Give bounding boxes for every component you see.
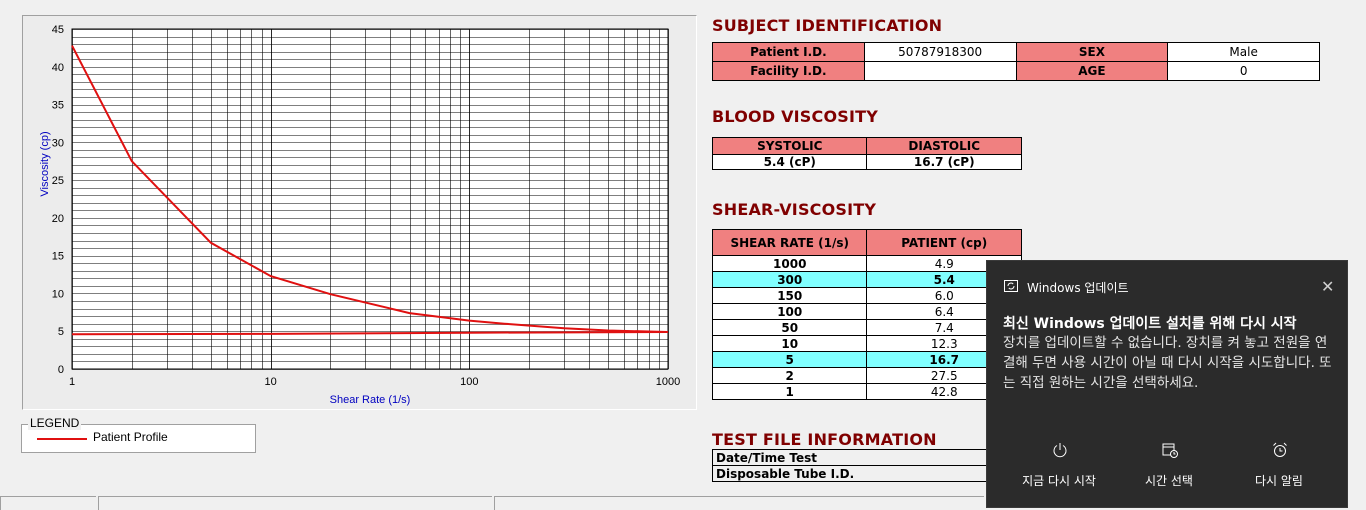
snooze-button[interactable]: 다시 알림 — [1223, 439, 1335, 497]
patient-cp-cell: 6.0 — [866, 287, 1022, 304]
patient-cp-cell: 12.3 — [866, 335, 1022, 352]
subject-table: Patient I.D. 50787918300 SEX Male Facili… — [712, 42, 1320, 81]
x-tick-label: 1 — [69, 376, 75, 388]
facility-id-value — [863, 61, 1017, 81]
alarm-clock-icon — [1273, 442, 1287, 457]
y-tick-label: 45 — [52, 24, 64, 36]
patient-id-value: 50787918300 — [863, 42, 1017, 62]
sex-label: SEX — [1015, 42, 1169, 62]
status-pane — [0, 496, 96, 510]
shear-rate-cell: 100 — [711, 303, 868, 320]
snooze-label: 다시 알림 — [1255, 474, 1303, 488]
shear-table: SHEAR RATE (1/s) PATIENT (cp) 1000 4.9 30… — [711, 229, 1022, 400]
patient-id-label: Patient I.D. — [712, 42, 865, 62]
y-tick-label: 5 — [58, 326, 64, 338]
blood-title: BLOOD VISCOSITY — [712, 107, 879, 126]
legend-label: Patient Profile — [93, 430, 168, 444]
legend-line-swatch — [37, 438, 87, 440]
power-icon — [1053, 443, 1067, 458]
y-tick-label: 25 — [52, 175, 64, 187]
sex-value: Male — [1167, 42, 1320, 62]
status-pane — [494, 496, 984, 510]
close-icon[interactable]: ✕ — [1321, 277, 1335, 296]
facility-id-label: Facility I.D. — [712, 61, 865, 81]
viscosity-chart: 0 5 10 15 20 25 30 35 40 45 1 10 100 1000 Shear Rate (… — [39, 24, 680, 406]
shear-rate-cell: 10 — [711, 335, 868, 352]
x-axis-label: Shear Rate (1/s) — [330, 394, 411, 406]
update-icon — [1004, 280, 1018, 292]
pick-time-label: 시간 선택 — [1145, 474, 1193, 488]
shear-rate-cell: 300 — [711, 271, 868, 288]
diastolic-value: 16.7 (cP) — [866, 154, 1022, 170]
diastolic-label: DIASTOLIC — [866, 137, 1022, 155]
file-title: TEST FILE INFORMATION — [712, 430, 937, 449]
blood-table: SYSTOLIC DIASTOLIC 5.4 (cP) 16.7 (cP) — [711, 137, 1022, 170]
toast-title: 최신 Windows 업데이트 설치를 위해 다시 시작 — [1003, 316, 1297, 332]
file-table: Date/Time Test Disposable Tube I.D. — [712, 449, 1002, 482]
tube-id-label: Disposable Tube I.D. — [712, 465, 1002, 482]
y-tick-label: 0 — [58, 364, 64, 376]
patient-cp-header: PATIENT (cp) — [866, 229, 1022, 256]
y-axis-label: Viscosity (cp) — [39, 131, 51, 196]
patient-cp-cell: 42.8 — [866, 383, 1022, 400]
shear-rate-cell: 1000 — [711, 255, 868, 272]
shear-rate-cell: 5 — [711, 351, 868, 368]
shear-rate-cell: 50 — [711, 319, 868, 336]
systolic-value: 5.4 (cP) — [711, 154, 868, 170]
series-line-patient-profile — [71, 45, 669, 333]
y-tick-label: 20 — [52, 213, 64, 225]
y-tick-label: 35 — [52, 100, 64, 112]
patient-cp-cell: 4.9 — [866, 255, 1022, 272]
systolic-label: SYSTOLIC — [711, 137, 868, 155]
y-tick-label: 10 — [52, 288, 64, 300]
y-tick-label: 30 — [52, 137, 64, 149]
pick-time-button[interactable]: 시간 선택 — [1113, 439, 1225, 497]
restart-now-button[interactable]: 지금 다시 시작 — [1003, 439, 1115, 497]
toast-app-name: Windows 업데이트 — [1027, 281, 1129, 295]
datetime-label: Date/Time Test — [712, 449, 1002, 466]
restart-now-label: 지금 다시 시작 — [1022, 474, 1096, 488]
patient-cp-cell: 27.5 — [866, 367, 1022, 384]
shear-title: SHEAR-VISCOSITY — [712, 200, 877, 219]
y-tick-label: 15 — [52, 251, 64, 263]
calendar-clock-icon — [1162, 443, 1178, 458]
age-label: AGE — [1015, 61, 1169, 81]
shear-rate-header: SHEAR RATE (1/s) — [711, 229, 868, 256]
y-tick-label: 40 — [52, 62, 64, 74]
x-tick-label: 100 — [460, 376, 478, 388]
toast-body: 장치를 업데이트할 수 없습니다. 장치를 켜 놓고 전원을 연결해 두면 사용… — [1003, 335, 1332, 391]
series-line-patient-profile — [71, 331, 669, 336]
x-tick-label: 1000 — [656, 376, 680, 388]
shear-rate-cell: 2 — [711, 367, 868, 384]
subject-title: SUBJECT IDENTIFICATION — [712, 16, 943, 35]
status-pane — [98, 496, 492, 510]
patient-cp-cell: 16.7 — [866, 351, 1022, 368]
windows-update-toast[interactable]: Windows 업데이트 ✕ 최신 Windows 업데이트 설치를 위해 다시… — [986, 260, 1348, 508]
x-tick-label: 10 — [265, 376, 277, 388]
shear-rate-cell: 150 — [711, 287, 868, 304]
legend-title: LEGEND — [28, 416, 82, 430]
shear-rate-cell: 1 — [711, 383, 868, 400]
plot-area — [71, 28, 669, 370]
age-value: 0 — [1167, 61, 1320, 81]
